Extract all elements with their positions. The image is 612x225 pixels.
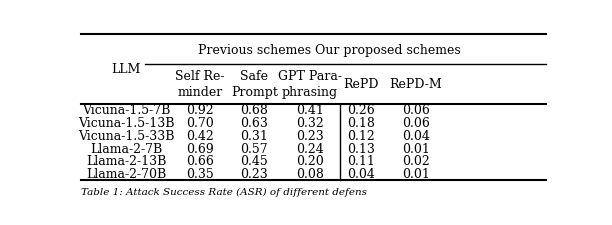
Text: Safe
Prompt: Safe Prompt xyxy=(231,70,278,99)
Text: 0.13: 0.13 xyxy=(347,142,375,155)
Text: 0.69: 0.69 xyxy=(186,142,214,155)
Text: Llama-2-7B: Llama-2-7B xyxy=(90,142,162,155)
Text: 0.01: 0.01 xyxy=(401,142,430,155)
Text: Vicuna-1.5-33B: Vicuna-1.5-33B xyxy=(78,129,174,142)
Text: Llama-2-70B: Llama-2-70B xyxy=(86,167,166,180)
Text: 0.42: 0.42 xyxy=(186,129,214,142)
Text: 0.23: 0.23 xyxy=(241,167,268,180)
Text: Previous schemes: Previous schemes xyxy=(198,43,312,56)
Text: Llama-2-13B: Llama-2-13B xyxy=(86,155,166,168)
Text: 0.08: 0.08 xyxy=(296,167,324,180)
Text: 0.35: 0.35 xyxy=(186,167,214,180)
Text: 0.68: 0.68 xyxy=(241,104,268,117)
Text: Vicuna-1.5-13B: Vicuna-1.5-13B xyxy=(78,117,174,130)
Text: 0.23: 0.23 xyxy=(296,129,324,142)
Text: 0.24: 0.24 xyxy=(296,142,324,155)
Text: 0.92: 0.92 xyxy=(186,104,214,117)
Text: 0.18: 0.18 xyxy=(347,117,375,130)
Text: RePD-M: RePD-M xyxy=(389,78,442,91)
Text: 0.12: 0.12 xyxy=(347,129,375,142)
Text: Our proposed schemes: Our proposed schemes xyxy=(315,43,461,56)
Text: Table 1: Attack Success Rate (ASR) of different defens: Table 1: Attack Success Rate (ASR) of di… xyxy=(81,187,367,196)
Text: 0.63: 0.63 xyxy=(241,117,268,130)
Text: 0.70: 0.70 xyxy=(186,117,214,130)
Text: 0.45: 0.45 xyxy=(241,155,268,168)
Text: 0.31: 0.31 xyxy=(241,129,268,142)
Text: 0.11: 0.11 xyxy=(347,155,375,168)
Text: 0.32: 0.32 xyxy=(296,117,324,130)
Text: 0.57: 0.57 xyxy=(241,142,268,155)
Text: 0.04: 0.04 xyxy=(347,167,375,180)
Text: 0.02: 0.02 xyxy=(401,155,430,168)
Text: 0.04: 0.04 xyxy=(401,129,430,142)
Text: GPT Para-
phrasing: GPT Para- phrasing xyxy=(278,70,342,99)
Text: 0.26: 0.26 xyxy=(347,104,375,117)
Text: 0.01: 0.01 xyxy=(401,167,430,180)
Text: 0.06: 0.06 xyxy=(401,117,430,130)
Text: 0.20: 0.20 xyxy=(296,155,324,168)
Text: 0.66: 0.66 xyxy=(186,155,214,168)
Text: RePD: RePD xyxy=(343,78,379,91)
Text: Vicuna-1.5-7B: Vicuna-1.5-7B xyxy=(82,104,171,117)
Text: 0.41: 0.41 xyxy=(296,104,324,117)
Text: 0.06: 0.06 xyxy=(401,104,430,117)
Text: Self Re-
minder: Self Re- minder xyxy=(175,70,225,99)
Text: LLM: LLM xyxy=(111,63,141,76)
